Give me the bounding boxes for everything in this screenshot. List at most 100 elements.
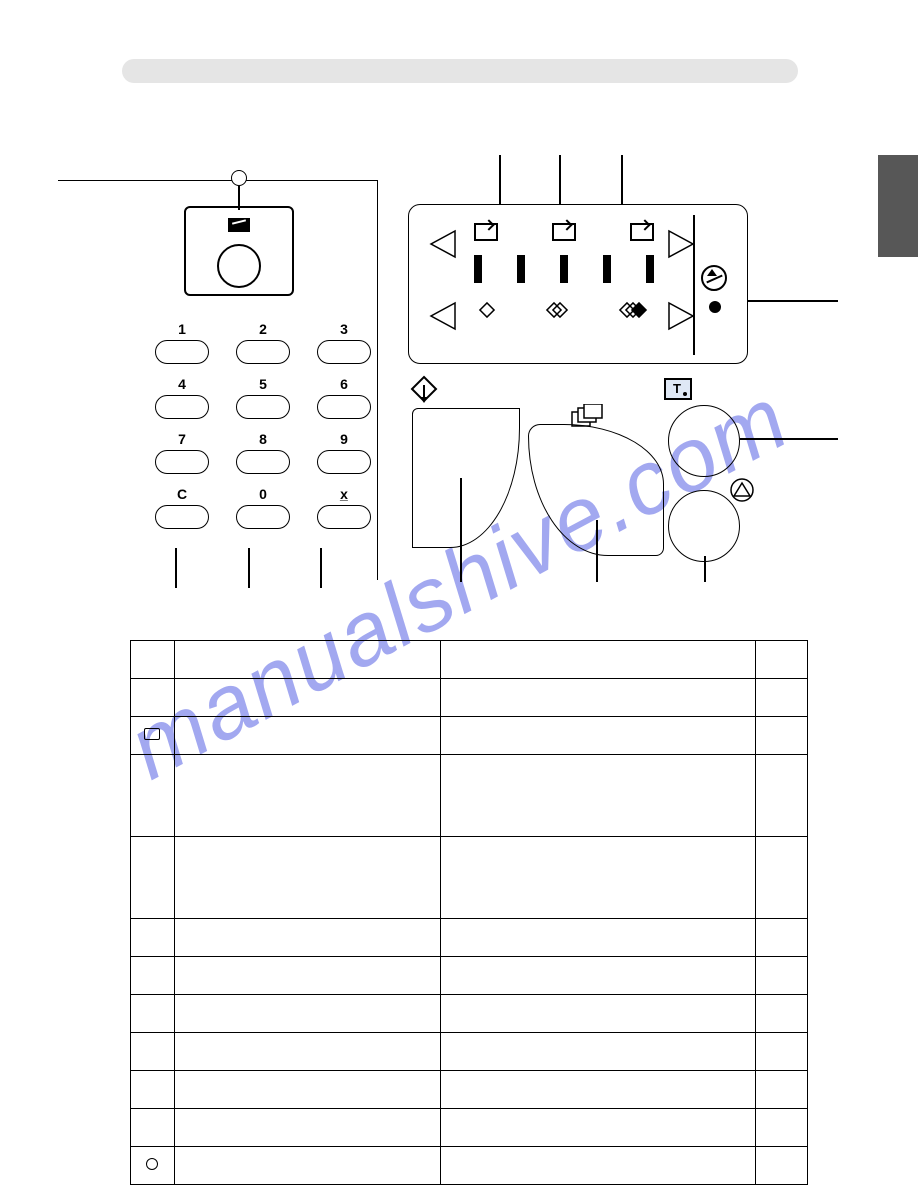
- led-icon: [146, 1158, 158, 1170]
- table-cell: [756, 717, 808, 755]
- reference-table: [130, 640, 808, 1185]
- pictogram-row: [474, 223, 654, 241]
- table-cell: [756, 995, 808, 1033]
- table-cell: [756, 837, 808, 919]
- status-led: [709, 301, 721, 313]
- table-cell: [131, 641, 175, 679]
- callout-line: [559, 155, 561, 205]
- callout-line: [748, 300, 838, 302]
- key-label: 4: [178, 376, 186, 392]
- key-3[interactable]: [317, 340, 371, 364]
- key-4[interactable]: [155, 395, 209, 419]
- table-cell: [756, 1147, 808, 1185]
- table-cell: [756, 1109, 808, 1147]
- t-mode-icon: [664, 378, 692, 400]
- bar-icon: [517, 255, 525, 283]
- table-cell: [174, 919, 440, 957]
- table-cell: [756, 641, 808, 679]
- table-row: [131, 957, 808, 995]
- table-cell: [440, 755, 756, 837]
- callout-line: [740, 438, 838, 440]
- stop-triangle-icon: [730, 478, 752, 500]
- key-9[interactable]: [317, 450, 371, 474]
- table-cell: [131, 1109, 175, 1147]
- table-row: [131, 717, 808, 755]
- table-cell: [174, 717, 440, 755]
- callout-line: [460, 478, 462, 582]
- control-panel: [408, 204, 748, 364]
- key-label: x̲: [340, 486, 348, 502]
- key-2[interactable]: [236, 340, 290, 364]
- table-cell: [440, 957, 756, 995]
- table-row: [131, 641, 808, 679]
- table-row: [131, 1071, 808, 1109]
- table-cell: [131, 995, 175, 1033]
- side-tab: [878, 155, 918, 257]
- table-cell: [174, 995, 440, 1033]
- table-row: [131, 755, 808, 837]
- key-label: 0: [259, 486, 267, 502]
- table-cell: [174, 837, 440, 919]
- table-row: [131, 919, 808, 957]
- table-cell: [131, 957, 175, 995]
- key-label: 3: [340, 321, 348, 337]
- callout-line: [248, 548, 250, 588]
- table-cell: [756, 919, 808, 957]
- start-diamond-icon: [410, 375, 438, 403]
- table-row: [131, 995, 808, 1033]
- key-5[interactable]: [236, 395, 290, 419]
- key-0[interactable]: [236, 505, 290, 529]
- table-cell: [440, 1071, 756, 1109]
- table-cell: [756, 679, 808, 717]
- diamond-multi-icon: [618, 297, 654, 321]
- table-cell: [440, 995, 756, 1033]
- table-cell: [440, 717, 756, 755]
- table-cell: [174, 1109, 440, 1147]
- bar-icon: [646, 255, 654, 283]
- table-cell: [756, 1071, 808, 1109]
- table-cell: [131, 717, 175, 755]
- table-cell: [131, 755, 175, 837]
- joystick[interactable]: [217, 244, 261, 288]
- callout-line: [499, 155, 501, 205]
- bar-icon: [603, 255, 611, 283]
- table-cell: [131, 837, 175, 919]
- round-button-top[interactable]: [668, 405, 740, 477]
- table-cell: [174, 1033, 440, 1071]
- table-cell: [756, 755, 808, 837]
- callout-line: [596, 520, 598, 582]
- callout-line: [175, 548, 177, 588]
- table-cell: [131, 1071, 175, 1109]
- table-cell: [174, 1147, 440, 1185]
- key-clear[interactable]: [155, 505, 209, 529]
- arrow-left-icon[interactable]: [427, 229, 457, 259]
- numeric-keypad: 1 2 3 4 5 6 7 8 9 C 0 x̲: [148, 321, 378, 541]
- callout-line: [621, 155, 623, 205]
- page: manualshive.com 1 2 3 4 5 6 7 8 9: [0, 0, 918, 1188]
- key-7[interactable]: [155, 450, 209, 474]
- key-x[interactable]: [317, 505, 371, 529]
- keypad-row: 1 2 3: [148, 321, 378, 364]
- table-cell: [440, 837, 756, 919]
- table-cell: [440, 1033, 756, 1071]
- table-cell: [440, 679, 756, 717]
- key-8[interactable]: [236, 450, 290, 474]
- card-icon: [144, 728, 160, 740]
- table-cell: [174, 1071, 440, 1109]
- stop-button[interactable]: [668, 490, 740, 562]
- arrow-left-icon[interactable]: [427, 301, 457, 331]
- key-label: 7: [178, 431, 186, 447]
- key-label: 2: [259, 321, 267, 337]
- key-6[interactable]: [317, 395, 371, 419]
- table-cell: [131, 919, 175, 957]
- start-button[interactable]: [412, 408, 520, 548]
- table-cell: [440, 641, 756, 679]
- table-cell: [131, 1033, 175, 1071]
- table-row: [131, 1033, 808, 1071]
- table-row: [131, 1109, 808, 1147]
- bar-icon: [560, 255, 568, 283]
- key-1[interactable]: [155, 340, 209, 364]
- diamond-icon: [474, 297, 498, 321]
- keypad-row: 4 5 6: [148, 376, 378, 419]
- table-row: [131, 679, 808, 717]
